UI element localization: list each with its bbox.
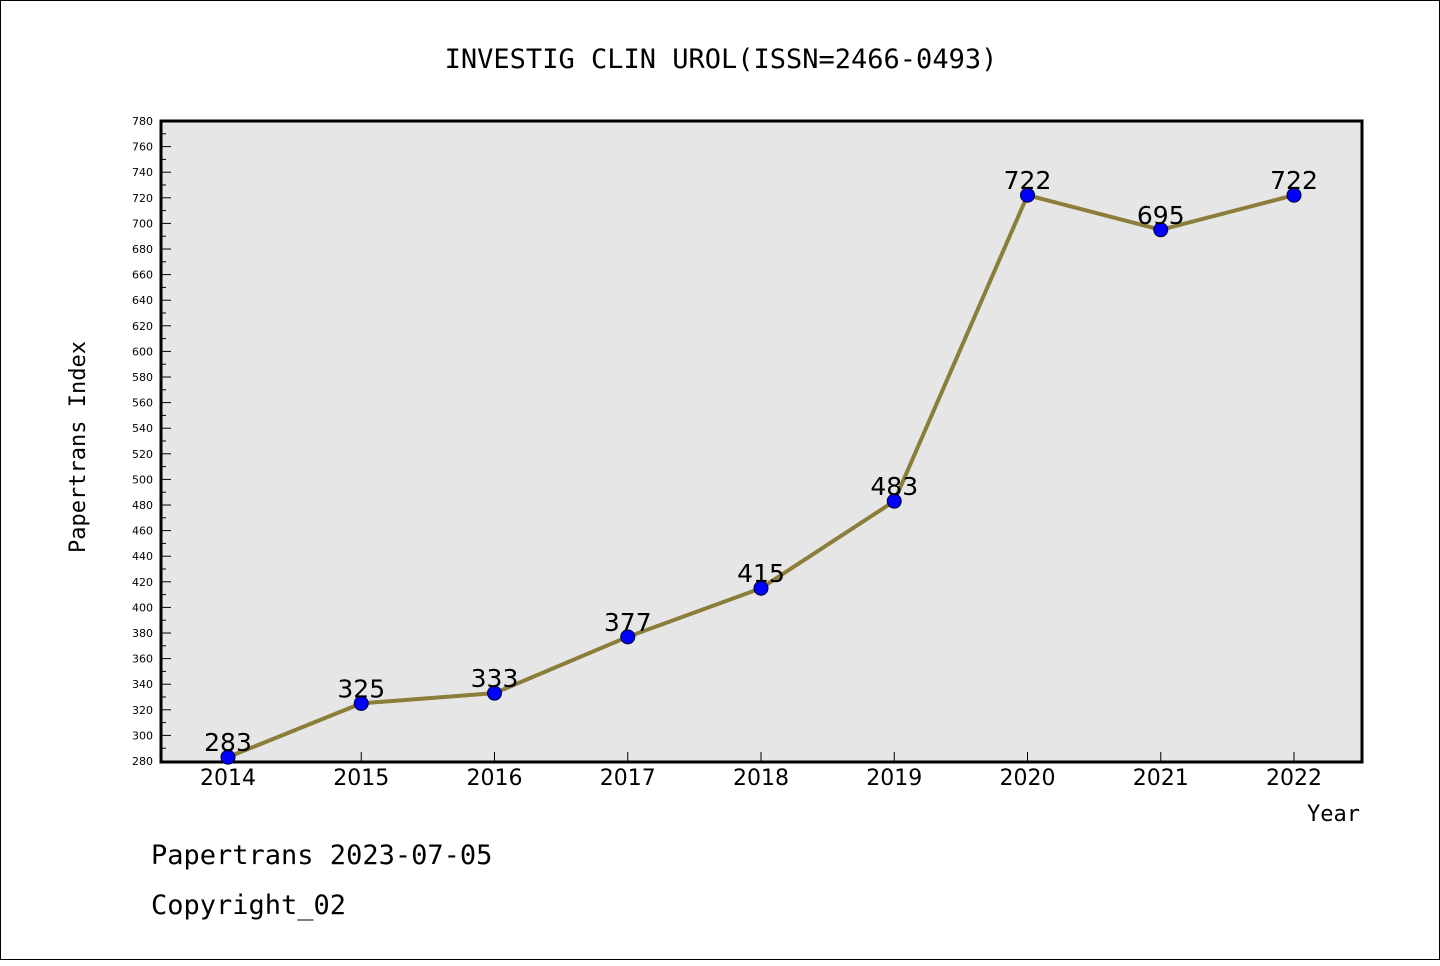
y-tick-label: 340 <box>132 678 153 691</box>
data-label: 325 <box>337 674 385 703</box>
data-label: 377 <box>604 608 652 637</box>
data-label: 722 <box>1004 166 1052 195</box>
y-tick-label: 320 <box>132 704 153 717</box>
footer-date: Papertrans 2023-07-05 <box>151 840 492 871</box>
data-label: 483 <box>870 472 918 501</box>
x-tick-label: 2014 <box>200 766 256 791</box>
x-tick-label: 2015 <box>333 766 389 791</box>
x-axis-label: Year <box>1307 802 1360 827</box>
series-markers <box>220 187 1302 765</box>
y-axis-label: Papertrans Index <box>66 341 91 553</box>
x-axis: 2014 2015 2016 2017 2018 2019 2020 2021 2022 <box>200 752 1322 791</box>
data-point <box>753 580 769 596</box>
y-tick-label: 640 <box>132 294 153 307</box>
y-tick-label: 580 <box>132 371 153 384</box>
y-tick-label: 520 <box>132 448 153 461</box>
data-point <box>220 749 236 765</box>
data-label: 722 <box>1270 166 1318 195</box>
y-tick-label: 760 <box>132 141 153 154</box>
data-point <box>1286 187 1302 203</box>
chart-title: INVESTIG CLIN UROL(ISSN=2466-0493) <box>445 44 998 75</box>
x-tick-label: 2018 <box>733 766 789 791</box>
y-tick-label: 680 <box>132 243 153 256</box>
data-point <box>1020 187 1035 203</box>
y-tick-label: 700 <box>132 217 153 230</box>
x-tick-label: 2019 <box>866 766 922 791</box>
y-tick-label: 280 <box>132 755 153 768</box>
y-axis: 280 300 320 340 360 380 400 420 440 460 480 500 520 5… <box>132 115 171 768</box>
data-labels: 283 325 333 377 415 483 722 695 722 <box>204 166 1318 757</box>
x-tick-label: 2022 <box>1266 766 1322 791</box>
y-tick-label: 620 <box>132 320 153 333</box>
y-tick-label: 300 <box>132 729 153 742</box>
y-tick-label: 480 <box>132 499 153 512</box>
y-tick-label: 460 <box>132 525 153 538</box>
y-tick-label: 500 <box>132 473 153 486</box>
y-tick-label: 540 <box>132 422 153 435</box>
y-tick-label: 360 <box>132 653 153 666</box>
footer-copyright: Copyright_02 <box>151 890 346 921</box>
y-tick-label: 560 <box>132 397 153 410</box>
x-tick-label: 2016 <box>467 766 523 791</box>
data-point <box>353 695 369 711</box>
data-label: 695 <box>1137 201 1185 230</box>
y-tick-label: 740 <box>132 166 153 179</box>
data-point <box>620 629 636 645</box>
y-tick-label: 660 <box>132 269 153 282</box>
y-tick-label: 440 <box>132 550 153 563</box>
data-point <box>886 493 902 509</box>
y-tick-label: 720 <box>132 192 153 205</box>
data-label: 333 <box>471 664 519 693</box>
y-tick-label: 400 <box>132 601 153 614</box>
x-tick-label: 2021 <box>1133 766 1189 791</box>
y-tick-label: 780 <box>132 115 153 128</box>
y-tick-label: 380 <box>132 627 153 640</box>
data-label: 415 <box>737 559 785 588</box>
y-tick-label: 420 <box>132 576 153 589</box>
data-point <box>487 685 502 701</box>
data-label: 283 <box>204 728 252 757</box>
data-point <box>1153 222 1169 238</box>
y-tick-label: 600 <box>132 345 153 358</box>
x-tick-label: 2017 <box>600 766 656 791</box>
x-tick-label: 2020 <box>1000 766 1056 791</box>
